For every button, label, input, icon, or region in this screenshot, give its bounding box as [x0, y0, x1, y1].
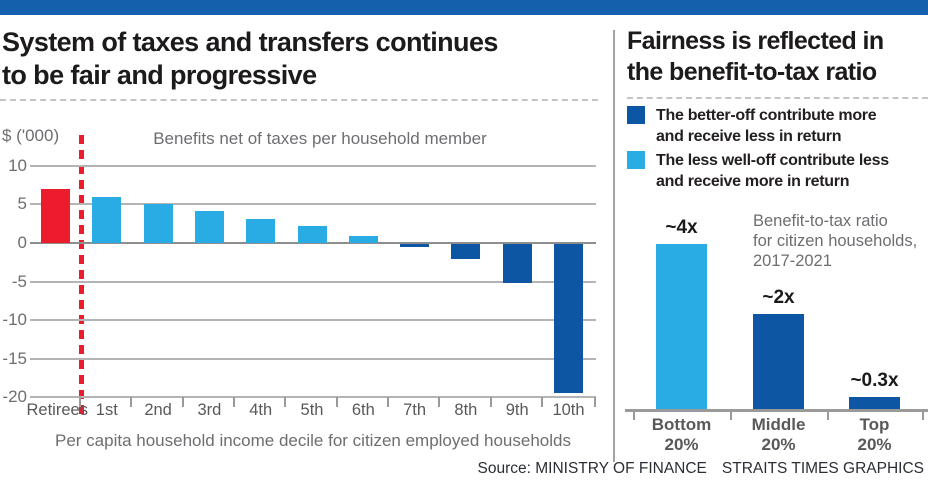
right-axis-tick-0	[633, 412, 635, 420]
legend-less-well-off-line1: The less well-off contribute less	[656, 152, 889, 169]
left-chart-subtitle: Benefits net of taxes per household memb…	[153, 129, 487, 148]
top-banner	[0, 0, 928, 15]
right-category-label-middle-20-: Middle 20%	[731, 415, 827, 455]
legend-label-less-well-off: The less well-off contribute less and re…	[656, 150, 889, 192]
x-category-label-9th: 9th	[505, 401, 529, 419]
source-label: Source: MINISTRY OF FINANCE	[477, 460, 707, 477]
gridline-y-10	[30, 165, 596, 167]
right-axis-tick-1	[730, 412, 732, 420]
section-divider	[613, 30, 615, 462]
x-category-label-1st: 1st	[95, 401, 118, 419]
right-category-label-line: Bottom	[651, 415, 712, 434]
right-category-label-line: Middle	[751, 415, 806, 434]
x-category-label-6th: 6th	[351, 401, 375, 419]
x-axis-tick	[541, 397, 543, 407]
value-label-2x: ~2x	[762, 287, 795, 308]
bar-top-20-	[849, 397, 900, 409]
x-axis-tick	[233, 397, 235, 407]
x-category-label-7th: 7th	[403, 401, 427, 419]
footer-credits: Source: MINISTRY OF FINANCE STRAITS TIME…	[478, 460, 925, 478]
legend-item-less-well-off: The less well-off contribute less and re…	[627, 150, 927, 192]
x-axis-tick	[438, 397, 440, 407]
gridline-y--5	[30, 281, 596, 283]
x-category-label-8th: 8th	[454, 401, 478, 419]
right-category-label-line: 20%	[761, 435, 796, 454]
bar-7th	[400, 244, 430, 247]
x-category-label-5th: 5th	[300, 401, 324, 419]
right-axis-tick-3	[922, 412, 924, 420]
legend-better-off-line1: The better-off contribute more	[656, 107, 877, 124]
x-category-label-4th: 4th	[249, 401, 273, 419]
bar-9th	[502, 244, 532, 283]
legend-less-well-off-line2: and receive more in return	[656, 173, 850, 190]
annotation-line2: for citizen households,	[753, 232, 918, 250]
y-tick-label--20: -20	[2, 387, 27, 406]
right-category-label-line: Top	[859, 415, 890, 434]
bar-8th	[451, 244, 481, 259]
bar-middle-20-	[753, 314, 804, 409]
y-tick-label--15: -15	[2, 349, 27, 368]
x-axis-tick	[336, 397, 338, 407]
value-label-0.3x: ~0.3x	[850, 370, 899, 391]
right-title-separator	[627, 97, 928, 99]
left-chart-x-axis-caption: Per capita household income decile for c…	[55, 431, 571, 450]
left-title-separator	[0, 99, 598, 101]
bar-retirees	[41, 189, 70, 243]
gridline-y-0	[30, 242, 596, 244]
x-axis-tick	[387, 397, 389, 407]
y-tick-label-0: 0	[17, 233, 27, 252]
y-tick-label-5: 5	[17, 194, 27, 213]
bar-2nd	[143, 204, 173, 243]
right-category-label-top-20-: Top 20%	[827, 415, 923, 455]
bar-bottom-20-	[656, 244, 707, 409]
legend-better-off-line2: and receive less in return	[656, 128, 842, 145]
right-chart-title: Fairness is reflected in the benefit-to-…	[627, 26, 927, 88]
right-chart-title-line2: the benefit-to-tax ratio	[627, 58, 877, 86]
legend-swatch-dark-blue	[627, 106, 645, 124]
x-category-label-retirees: Retirees	[26, 401, 88, 419]
bar-4th	[246, 219, 276, 243]
annotation-line1: Benefit-to-tax ratio	[753, 212, 888, 230]
gridline-y--15	[30, 358, 596, 360]
bar-5th	[297, 226, 327, 243]
x-axis-tick	[130, 397, 132, 407]
left-chart-title-line1: System of taxes and transfers continues	[2, 27, 498, 57]
legend-swatch-light-blue	[627, 151, 645, 169]
y-axis-unit-label: $ ('000)	[2, 126, 60, 145]
gridline-y--20	[30, 396, 596, 398]
x-axis-tick	[284, 397, 286, 407]
bar-3rd	[194, 211, 224, 243]
bar-6th	[348, 236, 378, 243]
y-tick-label--10: -10	[2, 310, 27, 329]
x-category-label-2nd: 2nd	[144, 401, 172, 419]
legend-label-better-off: The better-off contribute more and recei…	[656, 105, 877, 147]
left-chart-title: System of taxes and transfers continues …	[2, 26, 607, 92]
right-chart-title-line1: Fairness is reflected in	[627, 27, 884, 55]
right-category-label-bottom-20-: Bottom 20%	[634, 415, 730, 455]
bar-10th	[554, 244, 583, 393]
right-chart-baseline-axis	[625, 409, 928, 412]
x-axis-tick	[594, 397, 596, 407]
x-axis-tick	[182, 397, 184, 407]
x-axis-tick	[490, 397, 492, 407]
bar-1st	[92, 197, 122, 243]
x-category-label-3rd: 3rd	[197, 401, 222, 419]
right-axis-tick-2	[827, 412, 829, 420]
retirees-separator-line	[79, 135, 84, 418]
left-chart-title-line2: to be fair and progressive	[2, 60, 317, 90]
graphics-credit: STRAITS TIMES GRAPHICS	[721, 460, 924, 477]
y-tick-label--5: -5	[11, 272, 27, 291]
right-category-label-line: 20%	[857, 435, 892, 454]
right-category-label-line: 20%	[664, 435, 699, 454]
right-chart-annotation: Benefit-to-tax ratio for citizen househo…	[753, 211, 917, 271]
gridline-y-5	[30, 203, 596, 205]
x-category-label-10th: 10th	[552, 401, 585, 419]
annotation-line3: 2017-2021	[753, 252, 832, 270]
gridline-y--10	[30, 319, 596, 321]
value-label-4x: ~4x	[665, 217, 698, 238]
y-tick-label-10: 10	[8, 156, 27, 175]
x-axis-tick	[79, 397, 81, 407]
legend-item-better-off: The better-off contribute more and recei…	[627, 105, 927, 147]
